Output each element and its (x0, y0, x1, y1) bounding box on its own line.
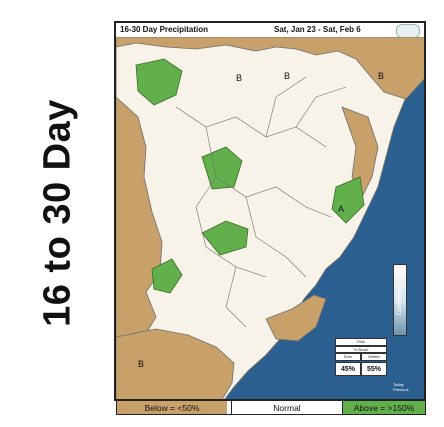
inset-wetter-box: Wetter (361, 353, 387, 361)
region-label: B (236, 73, 242, 83)
legend-below: Below = <50% (117, 401, 227, 414)
map-title: 16-30 Day Precipitation (120, 25, 209, 34)
previous-label: Previous (393, 387, 409, 392)
below-region-north (116, 37, 424, 100)
land-area (116, 37, 424, 399)
region-label: B (138, 359, 144, 369)
legend-normal: Normal (231, 401, 343, 414)
inset-left-pct: 45% (335, 362, 361, 376)
confidence-bar: Confidence (393, 264, 407, 336)
inset-line1-box: % Brazil (335, 346, 387, 353)
inset-drier: Drier (343, 354, 353, 359)
today-label: Today (393, 382, 404, 387)
inset-right-pct: 55% (361, 362, 387, 376)
inset-drier-box: Drier (335, 353, 361, 361)
legend-above: Above = >150% (343, 401, 425, 414)
risk-inset: Risk % Brazil Drier Wetter 45% 55% (335, 338, 421, 396)
inset-line1: % Brazil (353, 347, 369, 352)
below-region-south (116, 328, 235, 399)
region-label: B (284, 71, 290, 81)
inset-title-box: Risk (335, 338, 387, 346)
inset-wetter: Wetter (368, 354, 380, 359)
region-label: B (378, 71, 384, 81)
legend-bar: Below = <50% Normal Above = >150% (116, 401, 426, 415)
confidence-label: Confidence (397, 284, 403, 316)
map-header: 16-30 Day Precipitation Sat, Jan 23 - Sa… (116, 23, 424, 38)
above-region-5 (331, 176, 365, 224)
below-region-east (341, 106, 379, 198)
legend-spacer (227, 401, 231, 414)
inset-prev-label: Today Previous (393, 382, 409, 392)
date-range: Sat, Jan 23 - Sat, Feb 6 (274, 25, 361, 34)
above-region-1 (135, 58, 183, 106)
above-region-3 (201, 220, 249, 256)
below-region-southeast (265, 294, 327, 342)
state-borders (175, 76, 347, 328)
above-region-4 (151, 258, 183, 294)
inset-title: Risk (357, 339, 365, 344)
logo-icon (396, 24, 420, 38)
region-label: A (338, 204, 344, 214)
side-title: 16 to 30 Day (36, 99, 79, 327)
